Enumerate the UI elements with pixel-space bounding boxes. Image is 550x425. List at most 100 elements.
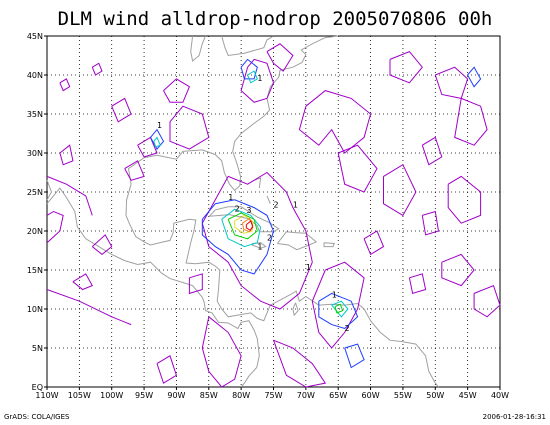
lon-label: 60W [362,391,380,400]
coastline [127,35,339,192]
contour-line [201,171,313,310]
contour-value-label: 1 [293,201,298,210]
contour-line [234,214,254,234]
contour-value-label: 1 [228,193,233,202]
lon-label: 110W [35,391,58,400]
lat-label: 15N [27,266,43,275]
coastline [221,35,274,57]
footer-timestamp: 2006-01-28-16:31 [482,413,546,421]
contour-line [91,62,103,76]
lat-label: 40N [27,71,43,80]
coastline [266,195,271,204]
lat-label: EQ [32,383,43,392]
contour-line [59,144,74,166]
contour-line [245,220,254,231]
grid-lines [44,35,501,390]
contour-line [153,136,161,148]
contour-line [59,78,71,92]
contour-line [441,253,475,287]
map-title: DLM wind alldrop-nodrop 2005070806 00h [57,8,493,30]
footer-credit: GrADS: COLA/IGES [4,413,70,421]
contour-line [247,70,258,84]
contour-line [163,78,191,103]
contour-line [266,43,294,72]
contour-line [473,284,501,318]
coastline [209,206,280,233]
contour-value-label: 3 [246,206,251,215]
contour-value-label: 1 [257,74,262,83]
lat-label: 25N [27,188,43,197]
lon-label: 40W [491,391,509,400]
contour-line [240,58,258,80]
contour-line [240,58,275,103]
contour-line [447,175,482,224]
lat-label: 10N [27,305,43,314]
coastline [292,302,299,317]
contour-line [363,230,385,256]
contour-line [337,144,378,193]
contour-line [383,163,417,217]
contour-line [408,273,427,295]
contour-value-label: 2 [235,205,240,214]
lat-label: 30N [27,149,43,158]
coastline [46,180,53,201]
contour-line [344,343,365,369]
coastline [277,231,318,251]
coastline [323,242,336,248]
contour-value-label: 2 [345,324,350,333]
lon-label: 50W [426,391,444,400]
contour-line [221,208,262,248]
contour-value-label: 2 [274,201,279,210]
contour-line [454,97,488,146]
lon-label: 55W [394,391,412,400]
lon-label: 45W [459,391,477,400]
longitude-labels: 110W 105W 100W 95W 90W 85W 80W 75W 70W 65W 60W 55W 5… [35,391,509,400]
contour-value-label: 1 [306,263,311,272]
lon-label: 80W [232,391,250,400]
coastlines [46,35,439,388]
lat-label: 45N [27,32,43,41]
contour-line [188,273,203,295]
contour-line [46,210,64,244]
contour-line [434,66,469,99]
contour-line [201,316,242,388]
contour-line [169,105,210,150]
contours [46,43,501,388]
lon-label: 65W [329,391,347,400]
lat-label: 5N [32,344,43,353]
contour-line [111,97,132,123]
coastline [46,187,260,388]
contour-value-label: 2 [267,233,272,242]
contour-line [137,136,158,158]
contour-line [467,66,482,88]
latitude-labels: EQ 5N 10N 15N 20N 25N 30N 35N 40N 45N [27,32,43,392]
lon-label: 95W [135,391,153,400]
contour-line [227,212,258,240]
lon-label: 75W [264,391,282,400]
lon-label: 100W [100,391,123,400]
contour-line [311,261,365,349]
lat-label: 20N [27,227,43,236]
contour-line [72,273,94,291]
contour-line [201,199,275,275]
contour-value-label: 1 [332,290,337,299]
contour-line [334,303,344,314]
contour-line [318,292,359,330]
contour-line [421,210,440,236]
coastline [190,35,206,62]
contour-value-label: 1 [257,243,262,252]
lon-label: 70W [297,391,315,400]
lon-label: 90W [167,391,185,400]
contour-line [46,289,132,326]
coastline [125,184,439,388]
contour-line [46,175,93,216]
contour-line [421,136,443,166]
contour-line [389,50,423,84]
contour-line [91,234,113,256]
contour-line [156,355,177,384]
lon-label: 85W [200,391,218,400]
contour-line [298,90,372,154]
contour-value-label: 1 [157,121,162,130]
